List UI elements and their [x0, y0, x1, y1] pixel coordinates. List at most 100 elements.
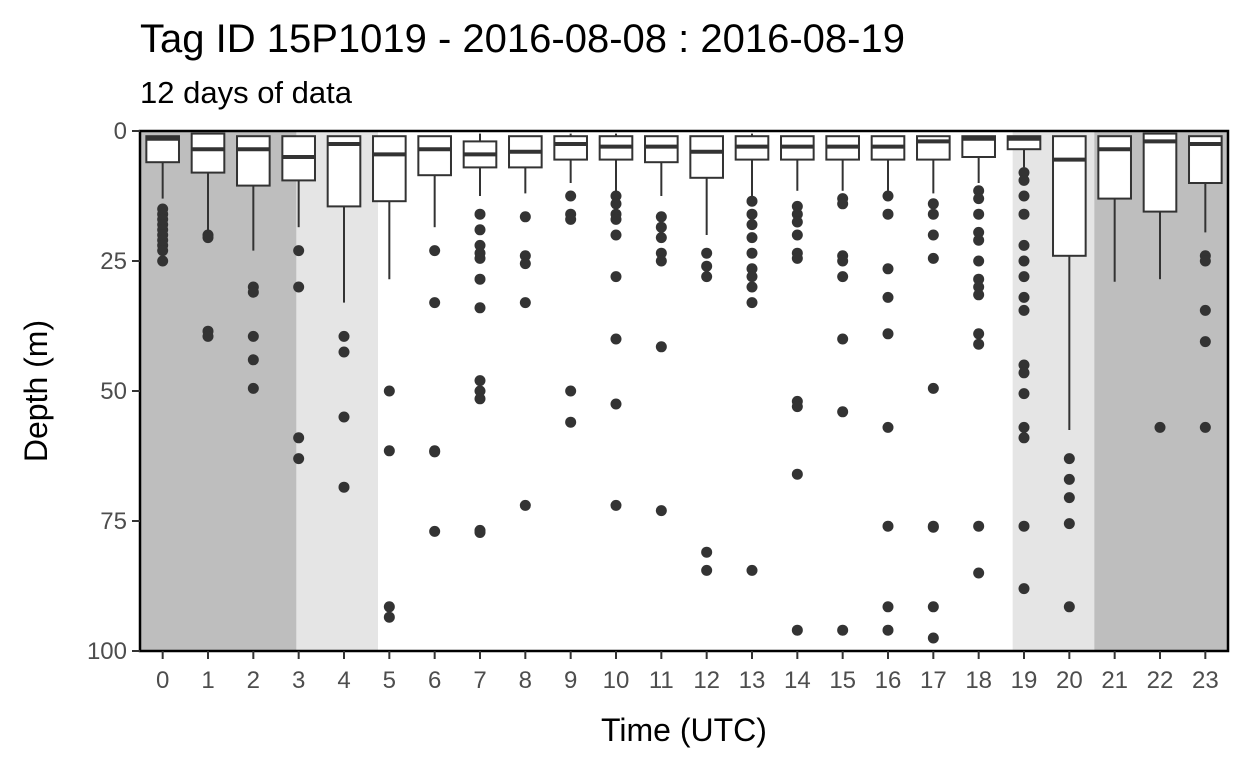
outlier-point	[1199, 336, 1211, 348]
y-tick-label: 50	[100, 378, 127, 405]
outlier-point	[882, 328, 894, 340]
outlier-point	[474, 385, 486, 397]
x-tick-label: 22	[1147, 667, 1174, 694]
box-hour-8	[508, 135, 543, 511]
outlier-point	[565, 213, 577, 225]
outlier-point	[746, 232, 758, 244]
x-tick-label: 2	[247, 667, 260, 694]
outlier-point	[1018, 359, 1030, 371]
x-tick-label: 8	[519, 667, 532, 694]
outlier-point	[1018, 174, 1030, 186]
outlier-point	[610, 333, 622, 345]
outlier-point	[746, 219, 758, 231]
outlier-point	[1018, 208, 1030, 220]
outlier-point	[474, 526, 486, 538]
outlier-point	[1018, 255, 1030, 267]
outlier-point	[746, 297, 758, 309]
box-hour-14	[780, 135, 815, 636]
outlier-point	[837, 255, 849, 267]
outlier-point	[882, 421, 894, 433]
outlier-point	[1018, 421, 1030, 433]
outlier-point	[247, 330, 259, 342]
outlier-point	[882, 291, 894, 303]
outlier-point	[927, 382, 939, 394]
box-hour-7	[462, 133, 498, 538]
outlier-point	[1199, 421, 1211, 433]
outlier-point	[791, 624, 803, 636]
outlier-point	[1018, 583, 1030, 595]
outlier-point	[973, 208, 985, 220]
outlier-point	[247, 286, 259, 298]
box-hour-2	[236, 135, 271, 394]
outlier-point	[519, 297, 531, 309]
box-body	[236, 135, 271, 187]
outlier-point	[383, 611, 395, 623]
x-tick-label: 4	[337, 667, 350, 694]
outlier-point	[791, 200, 803, 212]
box-hour-4	[326, 135, 362, 493]
outlier-point	[202, 330, 214, 342]
x-tick-label: 21	[1101, 667, 1128, 694]
box-body	[326, 135, 362, 208]
box-hour-17	[916, 135, 951, 644]
twilight-band	[296, 131, 378, 651]
box-body	[1097, 135, 1132, 200]
outlier-point	[882, 208, 894, 220]
x-tick-label: 12	[693, 667, 720, 694]
outlier-point	[791, 252, 803, 264]
outlier-point	[519, 211, 531, 223]
outlier-point	[746, 247, 758, 259]
outlier-point	[973, 273, 985, 285]
box-hour-21	[1097, 135, 1132, 282]
x-tick-label: 14	[784, 667, 811, 694]
outlier-point	[837, 271, 849, 283]
x-tick-label: 17	[920, 667, 947, 694]
outlier-point	[655, 505, 667, 517]
x-tick-label: 20	[1056, 667, 1083, 694]
outlier-point	[927, 632, 939, 644]
outlier-point	[1018, 190, 1030, 202]
outlier-point	[973, 328, 985, 340]
box-body	[961, 135, 996, 158]
outlier-point	[293, 281, 305, 293]
outlier-point	[927, 208, 939, 220]
x-tick-label: 23	[1192, 667, 1219, 694]
outlier-point	[882, 190, 894, 202]
box-body	[1052, 135, 1087, 257]
outlier-point	[746, 281, 758, 293]
box-hour-11	[644, 135, 679, 517]
x-tick-label: 3	[292, 667, 305, 694]
outlier-point	[1063, 453, 1075, 465]
outlier-point	[429, 525, 441, 537]
outlier-point	[973, 567, 985, 579]
outlier-point	[1018, 388, 1030, 400]
box-body	[644, 135, 679, 164]
x-tick-label: 10	[603, 667, 630, 694]
x-tick-label: 9	[564, 667, 577, 694]
box-hour-12	[689, 135, 724, 576]
outlier-point	[927, 601, 939, 613]
outlier-point	[701, 247, 713, 259]
box-body	[1142, 132, 1178, 213]
outlier-point	[293, 453, 305, 465]
outlier-point	[610, 190, 622, 202]
outlier-point	[701, 271, 713, 283]
outlier-point	[474, 393, 486, 405]
box-series	[145, 132, 1223, 644]
outlier-point	[519, 250, 531, 262]
outlier-point	[202, 232, 214, 244]
outlier-point	[474, 208, 486, 220]
outlier-point	[973, 289, 985, 301]
outlier-point	[474, 273, 486, 285]
outlier-point	[973, 281, 985, 293]
outlier-point	[429, 245, 441, 257]
outlier-point	[791, 468, 803, 480]
y-tick-label: 100	[87, 638, 127, 665]
outlier-point	[565, 190, 577, 202]
x-tick-label: 15	[829, 667, 856, 694]
outlier-point	[474, 302, 486, 314]
outlier-point	[655, 221, 667, 233]
y-tick-label: 0	[114, 118, 127, 145]
outlier-point	[655, 211, 667, 223]
